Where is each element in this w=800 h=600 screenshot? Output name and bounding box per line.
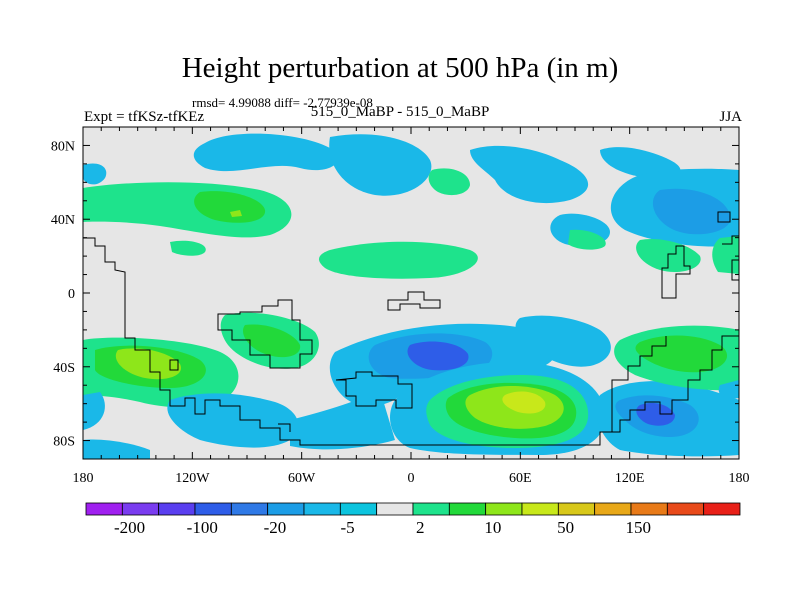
colorbar-swatch [194,502,232,516]
colorbar-label: 2 [416,518,425,537]
season-label: JJA [719,109,742,125]
x-tick-label: 180 [729,471,750,486]
colorbar-swatch [158,502,196,516]
colorbar-swatch [703,502,741,516]
y-axis-labels: 80N 40N 0 40S 80S [51,139,75,449]
colorbar-swatch [339,502,378,516]
y-tick-label: 80N [51,139,75,154]
colorbar-swatch [376,502,414,516]
rmsd-diff-label: rmsd= 4.99088 diff= -2.77939e-08 [192,95,373,110]
x-tick-label: 180 [73,471,94,486]
colorbar-swatch [267,502,305,516]
colorbar-label: -200 [114,518,145,537]
colorbar-label: 150 [626,518,652,537]
colorbar-swatch [594,502,632,516]
x-tick-label: 120E [615,471,645,486]
colorbar-label: -5 [341,518,355,537]
x-tick-label: 0 [408,471,415,486]
colorbar-labels: -200 -100 -20 -5 2 10 50 150 [114,518,651,537]
y-tick-label: 80S [53,435,75,450]
colorbar-swatch [230,502,269,516]
colorbar-label: -20 [264,518,287,537]
comparison-label: 515_0_MaBP - 515_0_MaBP [310,104,490,120]
x-tick-label: 60W [288,471,316,486]
colorbar-swatch [448,502,487,516]
colorbar-swatch [303,502,341,516]
y-tick-label: 40S [53,361,75,376]
contour-field [83,127,739,459]
x-axis-labels: 180 120W 60W 0 60E 120E 180 [73,471,750,486]
colorbar [85,502,741,516]
y-tick-label: 0 [68,287,75,302]
colorbar-swatch [85,502,123,516]
colorbar-label: 10 [484,518,501,537]
colorbar-swatch [557,502,596,516]
axis-ticks [82,126,740,460]
colorbar-label: 50 [557,518,574,537]
x-tick-label: 120W [175,471,210,486]
colorbar-label: -100 [187,518,218,537]
y-tick-label: 40N [51,213,75,228]
colorbar-swatch [485,502,523,516]
coastline-outlines [83,211,739,446]
colorbar-swatch [630,502,668,516]
chart-title: Height perturbation at 500 hPa (in m) [181,52,619,84]
colorbar-swatch [412,502,450,516]
colorbar-swatch [666,502,705,516]
x-tick-label: 60E [509,471,532,486]
colorbar-swatch [521,502,559,516]
experiment-label: Expt = tfKSz-tfKEz [84,109,205,125]
colorbar-swatch [121,502,160,516]
